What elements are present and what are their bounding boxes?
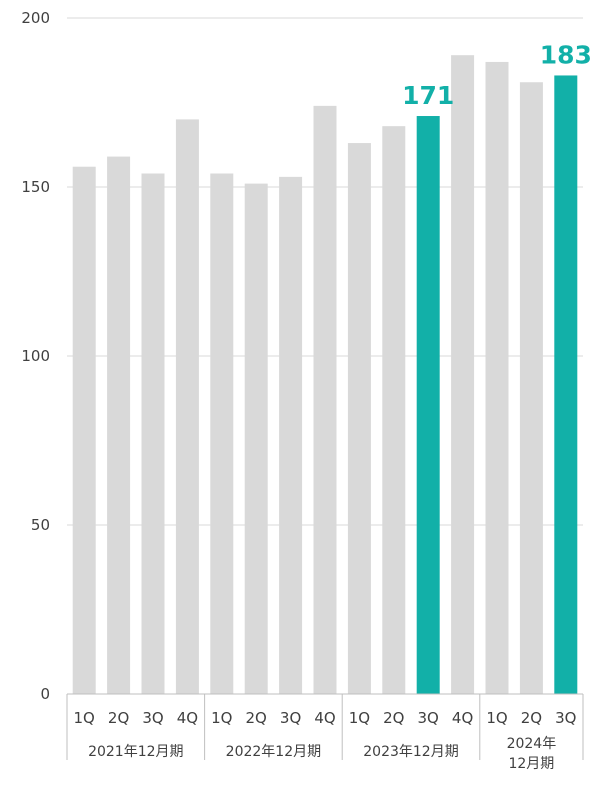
bar — [519, 82, 543, 695]
x-tick-label: 4Q — [177, 709, 198, 727]
y-tick-label: 100 — [21, 347, 50, 365]
x-tick-label: 2Q — [246, 709, 267, 727]
x-tick-label: 3Q — [142, 709, 163, 727]
bar — [347, 143, 371, 694]
y-tick-label: 50 — [31, 516, 50, 534]
bars — [72, 55, 578, 695]
bar — [382, 126, 406, 694]
x-tick-label: 3Q — [555, 709, 576, 727]
x-tick-label: 3Q — [280, 709, 301, 727]
x-group-labels: 2021年12月期 2022年12月期 2023年12月期 2024年 12月期 — [88, 736, 556, 772]
x-group-label: 2023年12月期 — [363, 744, 458, 760]
x-group-label: 2024年 — [507, 736, 557, 752]
bar — [141, 173, 165, 695]
axes — [66, 693, 584, 760]
x-tick-label: 1Q — [211, 709, 232, 727]
x-tick-label: 1Q — [349, 709, 370, 727]
bar — [451, 55, 475, 695]
bar-highlight — [554, 75, 578, 694]
x-tick-label: 4Q — [314, 709, 335, 727]
x-tick-label: 2Q — [383, 709, 404, 727]
x-group-label: 2021年12月期 — [88, 744, 183, 760]
data-label: 171 — [402, 81, 454, 110]
bar — [107, 156, 131, 694]
bar — [244, 183, 268, 694]
bar — [210, 173, 234, 695]
data-label: 183 — [540, 40, 591, 69]
bar — [313, 105, 337, 694]
y-tick-label: 150 — [21, 178, 50, 196]
x-tick-label: 4Q — [452, 709, 473, 727]
x-group-label: 12月期 — [508, 756, 554, 772]
bar — [485, 61, 509, 694]
x-tick-label: 2Q — [521, 709, 542, 727]
data-labels: 171 183 — [402, 40, 591, 110]
x-tick-label: 1Q — [486, 709, 507, 727]
y-tick-labels: 0 50 100 150 200 — [21, 9, 50, 703]
bar — [175, 119, 199, 694]
y-tick-label: 200 — [21, 9, 50, 27]
bar-highlight — [416, 116, 440, 694]
x-category-labels: 1Q 2Q 3Q 4Q 1Q 2Q 3Q 4Q 1Q 2Q 3Q 4Q 1Q 2Q 3Q — [74, 709, 577, 727]
x-tick-label: 2Q — [108, 709, 129, 727]
x-tick-label: 3Q — [418, 709, 439, 727]
y-tick-label: 0 — [40, 685, 50, 703]
x-tick-label: 1Q — [74, 709, 95, 727]
x-group-label: 2022年12月期 — [226, 744, 321, 760]
bar — [279, 176, 303, 695]
bar — [72, 166, 96, 695]
